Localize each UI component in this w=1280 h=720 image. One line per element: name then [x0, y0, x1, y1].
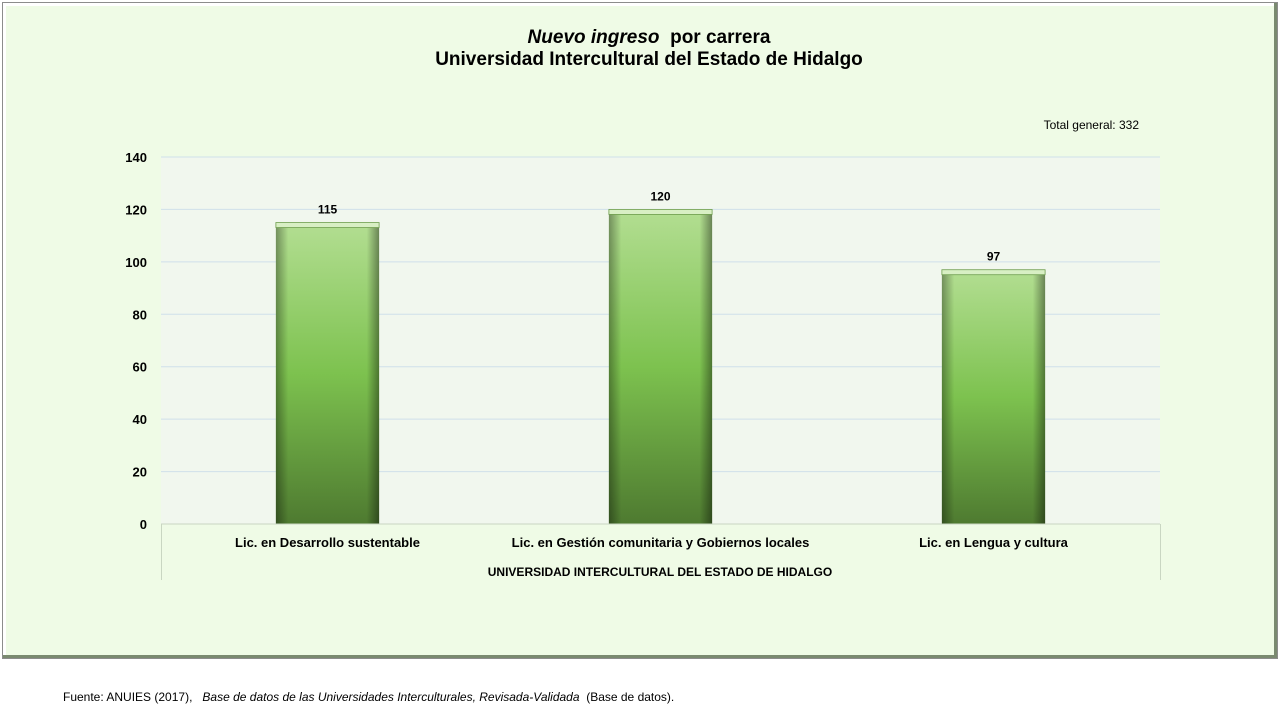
bar-shade	[941, 269, 1046, 524]
y-axis-ticks: 0 20 40 60 80 100 120 140	[125, 150, 147, 532]
y-tick-label: 100	[125, 255, 147, 270]
title-italic: Nuevo ingreso	[527, 27, 660, 48]
data-label: 97	[987, 250, 1001, 264]
bar-shade	[275, 222, 380, 525]
y-tick-label: 40	[133, 412, 147, 427]
source-suffix: (Base de datos).	[586, 690, 675, 704]
y-tick-label: 0	[140, 517, 147, 532]
category-label: Lic. en Gestión comunitaria y Gobiernos …	[512, 535, 810, 550]
data-label: 115	[318, 203, 338, 217]
y-tick-label: 60	[133, 360, 147, 375]
chart-title: Nuevo ingreso por carrera Universidad In…	[0, 27, 1280, 71]
y-tick-label: 120	[125, 202, 147, 217]
title-rest: por carrera	[670, 27, 771, 48]
total-label: Total general: 332	[1044, 118, 1140, 132]
x-axis-categories: Lic. en Desarrollo sustentable Lic. en Ge…	[235, 535, 1069, 550]
category-label: Lic. en Desarrollo sustentable	[235, 535, 420, 550]
category-label: Lic. en Lengua y cultura	[919, 535, 1069, 550]
bar-cap	[608, 209, 713, 215]
y-tick-label: 140	[125, 150, 147, 165]
bar	[941, 269, 1046, 524]
axes	[161, 523, 1161, 580]
source-prefix: Fuente: ANUIES (2017),	[63, 690, 193, 704]
bars: 115 120 97	[275, 189, 1046, 525]
y-tick-label: 80	[133, 307, 147, 322]
bar-chart: 0 20 40 60 80 100 120 140 115 120 97 Lic. en Desa…	[125, 118, 1161, 580]
group-label: UNIVERSIDAD INTERCULTURAL DEL ESTADO DE …	[488, 565, 832, 579]
bar	[608, 209, 713, 524]
data-label: 120	[650, 189, 670, 203]
chart-subtitle: Universidad Intercultural del Estado de …	[435, 49, 863, 70]
bar-shade	[608, 209, 713, 524]
y-tick-label: 20	[133, 465, 147, 480]
bar-cap	[275, 222, 380, 228]
bar	[275, 222, 380, 525]
source-italic: Base de datos de las Universidades Inter…	[202, 690, 580, 704]
bar-cap	[941, 269, 1046, 276]
source-note: Fuente: ANUIES (2017), Base de datos de …	[63, 690, 674, 704]
